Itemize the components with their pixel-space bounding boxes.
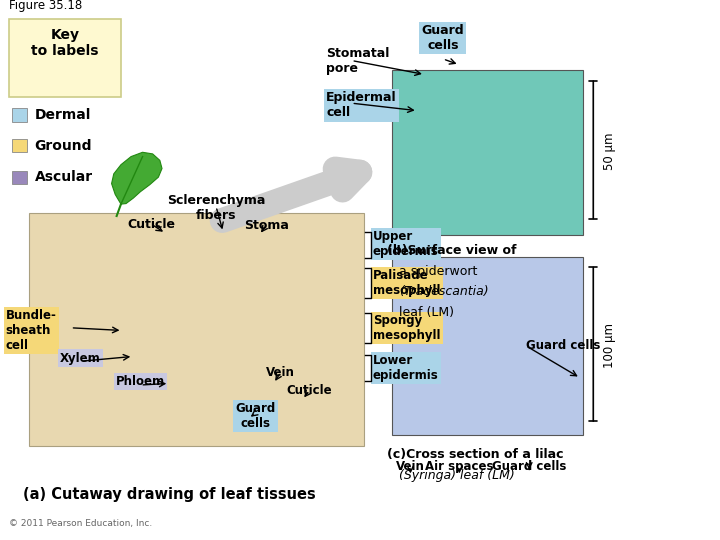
Text: (c)Cross section of a lilac: (c)Cross section of a lilac [387,448,564,461]
Text: Ground: Ground [35,139,92,153]
Text: Stomatal
pore: Stomatal pore [326,47,390,75]
Text: Dermal: Dermal [35,108,91,122]
Text: Guard
cells: Guard cells [235,402,276,430]
Text: Vein: Vein [396,460,425,473]
Bar [12,171,27,184]
Text: 50 µm: 50 µm [603,132,616,170]
Text: leaf (LM): leaf (LM) [399,306,454,319]
Text: Figure 35.18: Figure 35.18 [9,0,83,12]
Text: (Tradescantia): (Tradescantia) [399,285,488,298]
Text: (b)Surface view of: (b)Surface view of [387,244,517,257]
Text: (a) Cutaway drawing of leaf tissues: (a) Cutaway drawing of leaf tissues [23,487,315,502]
Bar [392,70,583,235]
Text: Upper
epidermis: Upper epidermis [373,230,438,258]
Text: © 2011 Pearson Education, Inc.: © 2011 Pearson Education, Inc. [9,519,153,528]
Text: Air spaces: Air spaces [425,460,494,473]
Text: Epidermal
cell: Epidermal cell [326,91,397,119]
Bar [12,139,27,152]
Text: Guard cells: Guard cells [526,339,600,352]
Text: Vein: Vein [266,366,295,379]
Bar [12,109,27,122]
Text: Palisade
mesophyll: Palisade mesophyll [373,269,441,297]
Polygon shape [112,152,162,204]
Text: Cuticle: Cuticle [287,384,333,397]
Text: Ascular: Ascular [35,170,93,184]
Text: Spongy
mesophyll: Spongy mesophyll [373,314,441,342]
Text: Lower
epidermis: Lower epidermis [373,354,438,382]
Text: Stoma: Stoma [244,219,289,232]
Text: Guard cells: Guard cells [492,460,567,473]
Text: Xylem: Xylem [60,352,101,365]
Text: Sclerenchyma
fibers: Sclerenchyma fibers [167,194,265,222]
Bar [29,213,364,446]
Text: Bundle-
sheath
cell: Bundle- sheath cell [6,309,57,352]
Text: Cuticle: Cuticle [127,218,175,231]
Bar [392,256,583,435]
Text: Guard
cells: Guard cells [421,24,464,52]
Text: 100 µm: 100 µm [603,323,616,368]
Bar [9,19,121,97]
Text: Phloem: Phloem [116,375,165,388]
Text: Key
to labels: Key to labels [31,28,99,58]
Text: (Syringa) leaf (LM): (Syringa) leaf (LM) [399,469,515,482]
Text: a spiderwort: a spiderwort [399,265,477,278]
